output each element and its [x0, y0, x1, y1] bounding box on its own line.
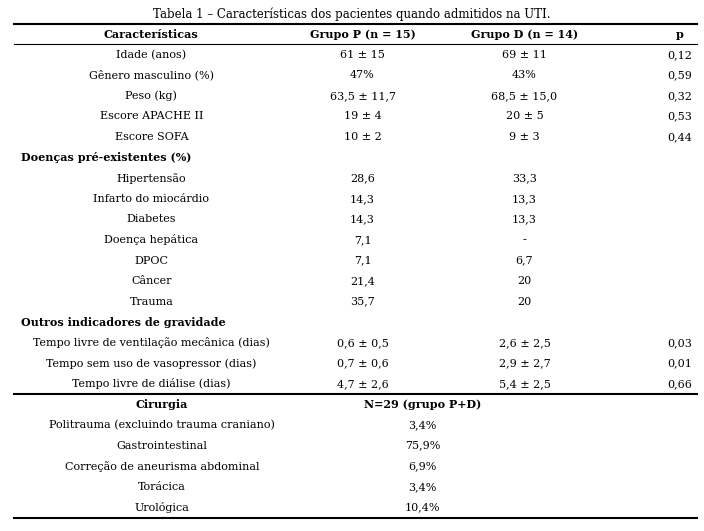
Text: Tempo sem uso de vasopressor (dias): Tempo sem uso de vasopressor (dias)	[46, 358, 256, 369]
Text: 2,9 ± 2,7: 2,9 ± 2,7	[498, 358, 551, 369]
Text: 0,01: 0,01	[667, 358, 692, 369]
Text: Politrauma (excluindo trauma craniano): Politrauma (excluindo trauma craniano)	[49, 420, 275, 430]
Text: 7,1: 7,1	[353, 255, 372, 266]
Text: Urológica: Urológica	[134, 502, 189, 513]
Text: Tempo livre de diálise (dias): Tempo livre de diálise (dias)	[72, 379, 231, 389]
Text: Doença hepática: Doença hepática	[104, 235, 199, 245]
Text: 10,4%: 10,4%	[405, 502, 440, 512]
Text: 4,7 ± 2,6: 4,7 ± 2,6	[337, 379, 389, 389]
Text: Torácica: Torácica	[138, 482, 186, 492]
Text: 35,7: 35,7	[350, 297, 375, 307]
Text: 13,3: 13,3	[512, 215, 537, 225]
Text: Grupo D (n = 14): Grupo D (n = 14)	[471, 29, 578, 40]
Text: 13,3: 13,3	[512, 194, 537, 204]
Text: 33,3: 33,3	[512, 173, 537, 183]
Text: 0,03: 0,03	[667, 338, 692, 348]
Text: 0,66: 0,66	[667, 379, 692, 389]
Text: Correção de aneurisma abdominal: Correção de aneurisma abdominal	[65, 461, 259, 472]
Text: Trauma: Trauma	[130, 297, 173, 307]
Text: 0,59: 0,59	[667, 70, 692, 80]
Text: 14,3: 14,3	[350, 194, 375, 204]
Text: Outros indicadores de gravidade: Outros indicadores de gravidade	[21, 317, 226, 328]
Text: Infarto do miocárdio: Infarto do miocárdio	[94, 194, 209, 204]
Text: 61 ± 15: 61 ± 15	[340, 50, 385, 60]
Text: 20: 20	[517, 276, 532, 286]
Text: Características: Características	[104, 29, 199, 40]
Text: 10 ± 2: 10 ± 2	[344, 132, 382, 142]
Text: 0,53: 0,53	[667, 112, 692, 122]
Text: Peso (kg): Peso (kg)	[125, 91, 177, 101]
Text: Gastrointestinal: Gastrointestinal	[116, 441, 208, 451]
Text: -: -	[522, 235, 527, 245]
Text: 63,5 ± 11,7: 63,5 ± 11,7	[329, 91, 396, 101]
Text: Escore APACHE II: Escore APACHE II	[99, 112, 203, 122]
Text: 47%: 47%	[350, 70, 375, 80]
Text: 75,9%: 75,9%	[405, 441, 440, 451]
Text: 2,6 ± 2,5: 2,6 ± 2,5	[498, 338, 551, 348]
Text: 69 ± 11: 69 ± 11	[502, 50, 547, 60]
Text: Escore SOFA: Escore SOFA	[115, 132, 188, 142]
Text: Tempo livre de ventilação mecânica (dias): Tempo livre de ventilação mecânica (dias…	[33, 337, 270, 348]
Text: 6,7: 6,7	[515, 255, 534, 266]
Text: 0,12: 0,12	[667, 50, 692, 60]
Text: p: p	[675, 29, 684, 40]
Text: N=29 (grupo P+D): N=29 (grupo P+D)	[364, 399, 481, 410]
Text: DPOC: DPOC	[134, 255, 168, 266]
Text: 3,4%: 3,4%	[408, 420, 436, 430]
Text: 21,4: 21,4	[350, 276, 375, 286]
Text: 9 ± 3: 9 ± 3	[509, 132, 540, 142]
Text: 3,4%: 3,4%	[408, 482, 436, 492]
Text: 14,3: 14,3	[350, 215, 375, 225]
Text: Hipertensão: Hipertensão	[117, 173, 186, 184]
Text: Idade (anos): Idade (anos)	[116, 49, 187, 60]
Text: 28,6: 28,6	[350, 173, 375, 183]
Text: 20: 20	[517, 297, 532, 307]
Text: 20 ± 5: 20 ± 5	[505, 112, 543, 122]
Text: 6,9%: 6,9%	[408, 461, 436, 472]
Text: 68,5 ± 15,0: 68,5 ± 15,0	[491, 91, 558, 101]
Text: Doenças pré-existentes (%): Doenças pré-existentes (%)	[21, 152, 191, 163]
Text: Cirurgia: Cirurgia	[136, 399, 188, 410]
Text: 0,44: 0,44	[667, 132, 692, 142]
Text: 0,7 ± 0,6: 0,7 ± 0,6	[337, 358, 389, 369]
Text: 7,1: 7,1	[353, 235, 372, 245]
Text: 5,4 ± 2,5: 5,4 ± 2,5	[498, 379, 551, 389]
Text: 19 ± 4: 19 ± 4	[344, 112, 382, 122]
Text: 0,32: 0,32	[667, 91, 692, 101]
Text: Gênero masculino (%): Gênero masculino (%)	[89, 70, 214, 81]
Text: 0,6 ± 0,5: 0,6 ± 0,5	[337, 338, 389, 348]
Text: Grupo P (n = 15): Grupo P (n = 15)	[310, 29, 415, 40]
Text: Tabela 1 – Características dos pacientes quando admitidos na UTI.: Tabela 1 – Características dos pacientes…	[153, 8, 551, 21]
Text: Câncer: Câncer	[131, 276, 172, 286]
Text: Diabetes: Diabetes	[127, 215, 176, 225]
Text: 43%: 43%	[512, 70, 537, 80]
